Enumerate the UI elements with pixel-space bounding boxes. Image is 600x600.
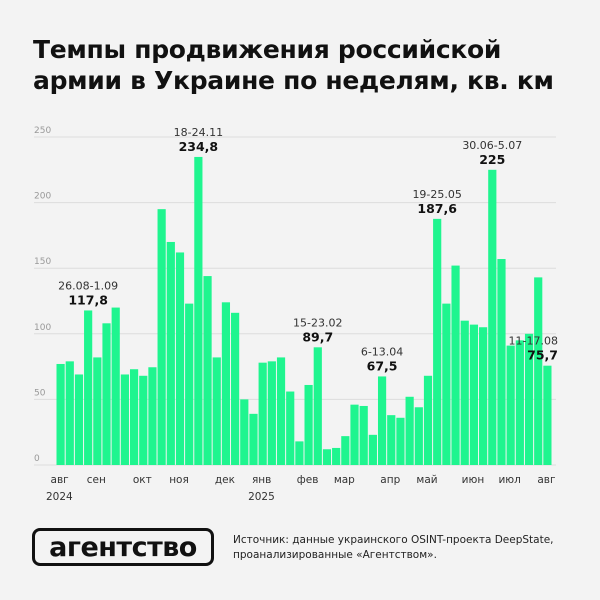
bar [185, 303, 194, 465]
bar [313, 347, 322, 465]
bar [212, 357, 221, 465]
annotation-period: 15-23.02 [293, 316, 342, 329]
bar [423, 375, 433, 465]
bar [377, 376, 387, 465]
x-tick-label: окт [133, 474, 152, 486]
bar [433, 218, 442, 465]
bar [84, 310, 93, 465]
y-tick-label: 50 [34, 388, 46, 398]
bar [387, 415, 396, 465]
bar [524, 333, 534, 465]
bar [276, 357, 286, 465]
x-tick-label: июн [462, 474, 485, 486]
x-tick-label: фев [297, 474, 319, 486]
bar [231, 312, 240, 465]
y-tick-label: 250 [34, 126, 51, 136]
bar [304, 384, 313, 465]
chart-title: Темпы продвижения российской армии в Укр… [33, 35, 554, 95]
bar [194, 156, 203, 466]
bar [175, 252, 185, 465]
x-tick-label: дек [215, 474, 235, 486]
y-tick-label: 100 [34, 323, 51, 333]
x-tick-label: ноя [169, 474, 189, 486]
y-tick-label: 200 [34, 192, 51, 202]
bar [221, 302, 231, 465]
bar [203, 276, 212, 465]
bar [405, 396, 414, 465]
annotation-period: 18-24.11 [174, 126, 223, 139]
bar [139, 375, 148, 465]
bar [488, 169, 497, 466]
bar [65, 361, 74, 465]
bar [56, 363, 65, 465]
bar [506, 345, 515, 465]
x-tick-label: июл [498, 474, 520, 486]
bar [74, 374, 84, 465]
annotation-period: 26.08-1.09 [58, 279, 118, 292]
x-tick-label: янв [252, 474, 271, 486]
bar [469, 324, 479, 465]
bar [120, 374, 129, 465]
y-tick-label: 150 [34, 257, 51, 267]
bar [359, 405, 368, 465]
bar [332, 447, 341, 465]
bar [295, 441, 304, 465]
bar [166, 241, 175, 465]
bar [341, 436, 350, 465]
x-tick-label: сен [87, 474, 106, 486]
annotation-period: 19-25.05 [412, 188, 461, 201]
x-tick-label: мар [334, 474, 355, 486]
bar [322, 449, 332, 465]
bar [157, 209, 166, 465]
annotation-period: 6-13.04 [361, 345, 403, 358]
bar [442, 303, 451, 465]
bar [111, 307, 120, 465]
annotation-value: 225 [479, 152, 505, 167]
bar [240, 399, 249, 465]
year-label: 2025 [248, 491, 275, 503]
bar [102, 323, 111, 465]
bar [534, 277, 543, 465]
source-note: Источник: данные украинского OSINT-проек… [233, 534, 554, 561]
annotation-value: 117,8 [68, 292, 108, 307]
annotation-value: 187,6 [417, 201, 457, 216]
annotation-value: 75,7 [527, 348, 558, 363]
bar [479, 327, 488, 465]
bar [249, 413, 258, 465]
bar [543, 365, 552, 465]
bar [129, 369, 139, 465]
x-tick-label: авг [537, 474, 555, 486]
bar [93, 357, 102, 465]
bar [267, 361, 276, 465]
agentstvo-logo: агентство [32, 528, 214, 566]
bar [258, 362, 267, 465]
bar [451, 265, 460, 465]
annotation-period: 11-17.08 [509, 335, 558, 348]
annotation-period: 30.06-5.07 [462, 139, 522, 152]
bar [515, 340, 524, 465]
bar [497, 259, 506, 465]
bar [350, 404, 359, 465]
annotation-value: 89,7 [302, 329, 333, 344]
bar [414, 407, 423, 465]
x-tick-label: авг [51, 474, 69, 486]
annotation-value: 234,8 [179, 139, 219, 154]
year-label: 2024 [46, 491, 73, 503]
annotation-value: 67,5 [367, 358, 398, 373]
bar [460, 320, 469, 465]
bar [148, 367, 157, 465]
bar [286, 391, 295, 465]
x-tick-label: май [416, 474, 437, 486]
y-tick-label: 0 [34, 454, 40, 464]
x-tick-label: апр [380, 474, 400, 486]
bar [368, 434, 377, 465]
bar [396, 417, 405, 465]
